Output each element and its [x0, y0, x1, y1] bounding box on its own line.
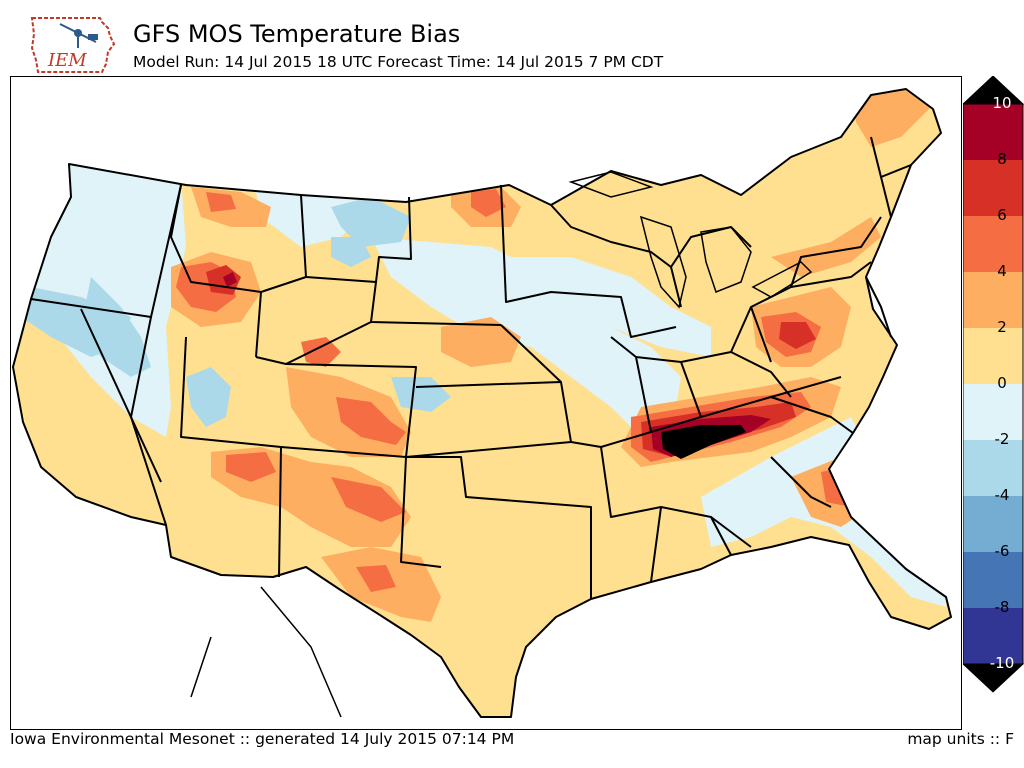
footer-credit: Iowa Environmental Mesonet :: generated … [10, 730, 515, 748]
colorbar-band [963, 608, 1023, 664]
header: IEM GFS MOS Temperature Bias Model Run: … [0, 0, 1024, 76]
colorbar-tick-label: 4 [997, 262, 1007, 280]
map-subtitle: Model Run: 14 Jul 2015 18 UTC Forecast T… [133, 53, 664, 71]
colorbar-bands [962, 103, 1024, 665]
colorbar-band [963, 328, 1023, 384]
colorbar-band [963, 160, 1023, 216]
colorbar-tick-label: -10 [989, 654, 1015, 672]
colorbar-band [963, 272, 1023, 328]
colorbar-graphic [961, 75, 1024, 693]
colorbar-band [963, 496, 1023, 552]
colorbar-band [963, 216, 1023, 272]
colorbar-under-arrow [961, 663, 1024, 693]
colorbar-tick-label: 10 [992, 94, 1012, 112]
bias-map [11, 77, 961, 729]
footer-units: map units :: F [907, 730, 1014, 748]
colorbar-band [963, 440, 1023, 496]
colorbar-tick-label: 2 [997, 318, 1007, 336]
iem-logo: IEM [30, 14, 118, 76]
colorbar-band [963, 552, 1023, 608]
colorbar-tick-label: 0 [997, 374, 1007, 392]
colorbar-band [963, 104, 1023, 160]
colorbar-tick-label: -2 [994, 430, 1010, 448]
logo-text: IEM [47, 50, 87, 71]
map-panel[interactable] [10, 76, 962, 730]
colorbar-tick-label: -8 [994, 598, 1010, 616]
lakes-and-coast [190, 171, 813, 718]
colorbar [961, 75, 1024, 696]
map-title: GFS MOS Temperature Bias [133, 20, 461, 48]
colorbar-band [963, 384, 1023, 440]
colorbar-tick-label: -6 [994, 542, 1010, 560]
colorbar-tick-label: -4 [994, 486, 1010, 504]
colorbar-tick-label: 6 [997, 206, 1007, 224]
colorbar-tick-label: 8 [997, 150, 1007, 168]
state-boundaries [12, 88, 952, 718]
